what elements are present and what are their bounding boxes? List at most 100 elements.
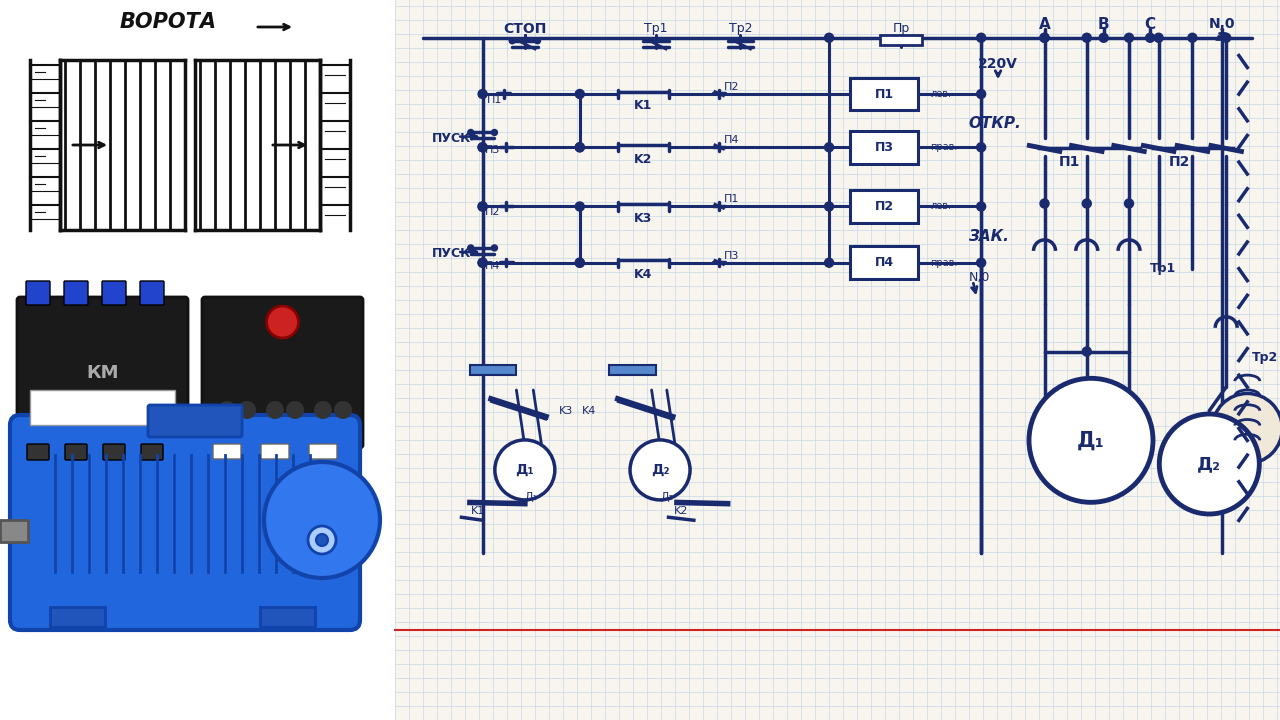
Text: Тр2: Тр2 [728, 22, 753, 35]
Circle shape [1212, 393, 1280, 464]
Text: Д₁: Д₁ [1078, 431, 1105, 450]
Circle shape [266, 401, 284, 419]
Circle shape [1125, 33, 1134, 42]
Circle shape [509, 37, 515, 44]
Circle shape [824, 33, 833, 42]
Text: П1: П1 [1059, 155, 1080, 169]
Circle shape [334, 401, 352, 419]
Circle shape [479, 143, 488, 152]
Bar [609, 364, 655, 375]
FancyBboxPatch shape [140, 281, 164, 305]
Circle shape [1160, 414, 1260, 514]
Circle shape [1146, 33, 1155, 42]
Bar [50, 607, 105, 627]
Text: П2: П2 [874, 200, 893, 213]
FancyBboxPatch shape [26, 281, 50, 305]
Text: K1: K1 [471, 506, 485, 516]
Text: Пр: Пр [892, 22, 910, 35]
Text: K4: K4 [634, 268, 653, 281]
Text: K1: K1 [634, 99, 653, 112]
Text: Д₁: Д₁ [525, 492, 538, 502]
Text: Д₂: Д₂ [1197, 455, 1221, 473]
Circle shape [1083, 33, 1092, 42]
Circle shape [1029, 378, 1153, 503]
Circle shape [575, 258, 584, 267]
Text: П3: П3 [485, 145, 500, 156]
Circle shape [308, 526, 335, 554]
Circle shape [1041, 33, 1050, 42]
Text: П1: П1 [723, 194, 739, 204]
Circle shape [1155, 33, 1164, 42]
Text: Тр1: Тр1 [644, 22, 668, 35]
Circle shape [824, 258, 833, 267]
Text: лев.: лев. [931, 202, 951, 212]
Text: П3: П3 [723, 251, 739, 261]
Text: П2: П2 [723, 82, 739, 92]
Text: N,0: N,0 [1208, 17, 1235, 31]
FancyBboxPatch shape [10, 415, 360, 630]
FancyBboxPatch shape [17, 297, 188, 448]
FancyBboxPatch shape [102, 444, 125, 460]
Bar [470, 364, 516, 375]
Circle shape [492, 130, 498, 135]
Circle shape [535, 37, 540, 44]
Text: лев.: лев. [931, 89, 951, 99]
Circle shape [479, 202, 488, 211]
Text: 220V: 220V [978, 58, 1018, 71]
Circle shape [575, 143, 584, 152]
Circle shape [977, 33, 986, 42]
Circle shape [1041, 199, 1050, 208]
FancyBboxPatch shape [64, 281, 88, 305]
Circle shape [1083, 199, 1092, 208]
Circle shape [218, 401, 236, 419]
Bar [396, 0, 1280, 720]
Text: Д₂: Д₂ [660, 492, 673, 502]
Text: КМ: КМ [86, 364, 119, 382]
Circle shape [824, 143, 833, 152]
Text: ВОРОТА: ВОРОТА [120, 12, 218, 32]
FancyBboxPatch shape [27, 444, 49, 460]
Circle shape [314, 401, 332, 419]
Circle shape [495, 440, 554, 500]
FancyBboxPatch shape [141, 444, 163, 460]
Text: прав.: прав. [931, 143, 957, 152]
Bar [850, 190, 918, 222]
Circle shape [1125, 199, 1134, 208]
Bar [850, 246, 918, 279]
Text: K2: K2 [675, 506, 689, 516]
FancyBboxPatch shape [212, 444, 241, 459]
Text: Тр1: Тр1 [1151, 262, 1176, 275]
Circle shape [479, 202, 488, 211]
FancyBboxPatch shape [202, 297, 364, 448]
Text: ПУСК: ПУСК [431, 132, 471, 145]
Text: K4: K4 [582, 406, 596, 415]
Circle shape [266, 306, 298, 338]
Circle shape [479, 89, 488, 99]
Bar [879, 35, 922, 45]
Circle shape [264, 462, 380, 578]
Text: K3: K3 [634, 212, 653, 225]
Text: П3: П3 [874, 141, 893, 154]
Bar [850, 131, 918, 163]
Circle shape [630, 440, 690, 500]
Text: П1: П1 [486, 95, 502, 105]
Text: П4: П4 [723, 135, 739, 145]
Text: П1: П1 [874, 88, 893, 101]
Bar [260, 607, 315, 627]
Circle shape [285, 401, 305, 419]
Circle shape [492, 245, 498, 251]
Text: П4: П4 [874, 256, 893, 269]
Circle shape [575, 202, 584, 211]
FancyBboxPatch shape [308, 444, 337, 459]
Circle shape [824, 202, 833, 211]
Circle shape [238, 401, 256, 419]
Circle shape [316, 534, 328, 546]
Circle shape [575, 89, 584, 99]
Text: A: A [1038, 17, 1051, 32]
Text: Тр2: Тр2 [1252, 351, 1277, 364]
Circle shape [1083, 347, 1092, 356]
Circle shape [467, 245, 474, 251]
Circle shape [977, 258, 986, 267]
Text: ПУСК: ПУСК [431, 248, 471, 261]
Text: СТОП: СТОП [503, 22, 547, 36]
